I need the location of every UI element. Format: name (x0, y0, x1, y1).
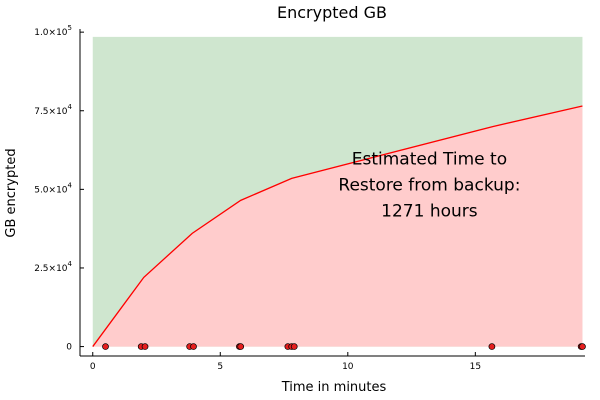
y-tick-label: 1.0×105 (34, 24, 72, 38)
y-tick-exponent: 4 (68, 181, 73, 189)
y-tick-label: 2.5×104 (34, 260, 72, 274)
y-tick-label: 7.5×104 (34, 103, 72, 117)
plot-area: Estimated Time to Restore from backup: 127… (92, 36, 586, 350)
y-tick-exponent: 5 (68, 24, 72, 32)
y-tick-label: 0 (66, 343, 72, 353)
scatter-point (579, 343, 586, 350)
y-axis-label: GB encrypted (4, 148, 19, 237)
annotation-line: Estimated Time to (352, 150, 507, 170)
annotation-line: 1271 hours (381, 202, 478, 222)
y-tick-label: 5.0×104 (34, 181, 72, 195)
annotation-line: Restore from backup: (338, 176, 520, 196)
scatter-point (141, 343, 149, 350)
scatter-point (102, 343, 109, 350)
x-axis-label: Time in minutes (281, 380, 387, 395)
x-tick-label: 5 (217, 362, 223, 372)
y-tick-exponent: 4 (68, 260, 73, 268)
scatter-point (190, 343, 197, 350)
chart-title: Encrypted GB (277, 3, 387, 22)
encrypted-line (92, 105, 583, 347)
scatter-point (488, 343, 496, 350)
scatter-point (237, 343, 245, 350)
x-tick-label: 15 (470, 362, 481, 372)
x-tick-label: 10 (342, 362, 354, 372)
encrypted-area (92, 106, 583, 347)
axes: 0 5 10 15 0 2.5×104 5.0×104 7.5×104 1.0×105 (34, 24, 585, 372)
x-tick-label: 0 (90, 362, 96, 372)
scatter-point (290, 343, 298, 350)
y-tick-exponent: 4 (68, 103, 73, 111)
